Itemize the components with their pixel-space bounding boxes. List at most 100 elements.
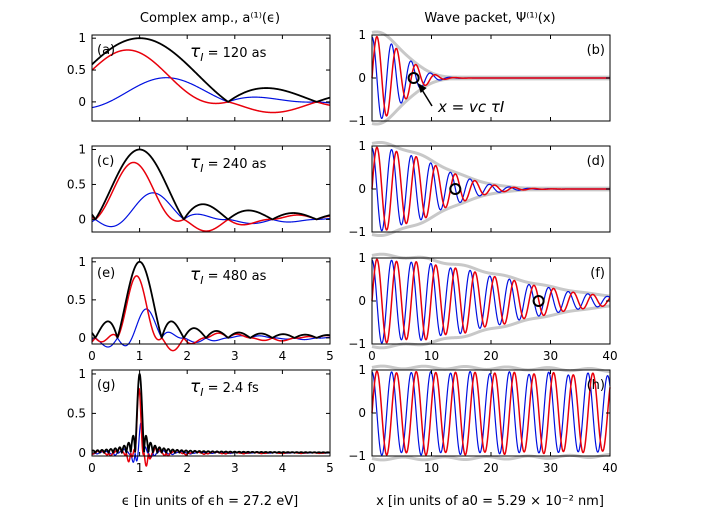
imag-wave-line: [371, 259, 611, 344]
annotation-arrow-head: [417, 83, 427, 93]
right-panel-frame: [371, 369, 611, 457]
x-tick-label: 40: [602, 461, 617, 475]
position-marker: [449, 183, 462, 195]
real-wave-line: [371, 35, 611, 117]
envelope-upper-line: [370, 140, 612, 190]
x-tick-label: 5: [326, 461, 334, 475]
right-column-title: Wave packet, Ψ⁽¹⁾(x): [424, 11, 555, 26]
envelope-line: [91, 373, 331, 454]
y-tick-label: 1: [358, 28, 366, 42]
right-panel-h: 10−10 10 20 30 40(h): [348, 363, 617, 475]
panel-label: (h): [587, 378, 605, 393]
x-tick-label: 2: [183, 349, 191, 363]
panel-label: (a): [97, 43, 115, 58]
y-tick-label: 0.5: [67, 406, 86, 420]
right-panel-frame: [371, 257, 611, 345]
envelope-upper-line: [370, 30, 612, 79]
x-tick-label: 3: [231, 349, 239, 363]
y-tick-label: 1: [78, 31, 86, 45]
x-tick-label: 4: [279, 461, 287, 475]
real-part-line: [91, 49, 331, 114]
envelope-lower-line: [370, 452, 612, 462]
x-tick-label: 20: [483, 461, 498, 475]
imag-part-line: [91, 77, 331, 109]
y-tick-label: 0: [78, 331, 86, 345]
y-tick-label: 0: [78, 212, 86, 226]
left-panel-a: 1 0.5 0 (a): [67, 31, 331, 122]
y-tick-label: 0.5: [67, 293, 86, 307]
x-tick-label: 10: [424, 461, 439, 475]
panel-label: (f): [590, 266, 605, 281]
left-panel-frame: [91, 34, 331, 122]
envelope-line: [91, 148, 331, 221]
tau-label: τI = 2.4 fs: [190, 377, 259, 399]
x-tick-label: 0: [88, 461, 96, 475]
x-tick-label: 30: [543, 349, 558, 363]
x-tick-label: 0: [88, 349, 96, 363]
x-tick-label: 1: [136, 461, 144, 475]
x-tick-label: 5: [326, 349, 334, 363]
y-tick-label: 1: [78, 367, 86, 381]
imag-wave-line: [371, 370, 611, 456]
x-tick-label: 40: [602, 349, 617, 363]
x-tick-label: 2: [183, 461, 191, 475]
y-tick-label: 0: [78, 446, 86, 460]
x-tick-label: 0: [368, 349, 376, 363]
y-tick-label: −1: [348, 337, 366, 351]
right-panel-f: 10−10 10 20 30 40(f): [348, 251, 617, 363]
x-tick-label: 1: [136, 349, 144, 363]
real-wave-line: [371, 258, 611, 344]
y-tick-label: 1: [358, 251, 366, 265]
y-tick-label: 0.5: [67, 63, 86, 77]
panel-label: (g): [97, 378, 115, 393]
y-tick-label: 0: [358, 71, 366, 85]
real-part-line: [91, 387, 331, 467]
y-tick-label: −1: [348, 449, 366, 463]
panel-label: (e): [97, 266, 115, 281]
left-panel-e: 1 0.5 00 1 2 3 4 5 (e): [67, 255, 334, 363]
y-tick-label: 1: [78, 255, 86, 269]
x-tick-label: 20: [483, 349, 498, 363]
left-x-axis-label: ϵ [in units of ϵh = 27.2 eV]: [122, 494, 298, 509]
real-part-line: [91, 161, 331, 232]
right-panel-b: 1 0 −1 (b): [348, 28, 612, 128]
y-tick-label: 0: [358, 406, 366, 420]
tau-label: τI = 120 as: [190, 42, 267, 64]
envelope-line: [91, 37, 331, 103]
y-tick-label: 1: [358, 363, 366, 377]
position-marker: [407, 72, 420, 84]
x-tick-label: 3: [231, 461, 239, 475]
annotation-velocity-label: x = vc τI: [437, 98, 505, 116]
y-tick-label: 1: [358, 139, 366, 153]
real-part-line: [91, 275, 331, 352]
tau-label: τI = 480 as: [190, 265, 267, 287]
left-panel-frame: [91, 257, 331, 345]
y-tick-label: 0: [78, 95, 86, 109]
left-column-title: Complex amp., a⁽¹⁾(ϵ): [140, 11, 280, 26]
envelope-line: [91, 260, 331, 339]
y-tick-label: −1: [348, 114, 366, 128]
y-tick-label: −1: [348, 225, 366, 239]
panel-label: (b): [587, 43, 605, 58]
x-tick-label: 10: [424, 349, 439, 363]
right-x-axis-label: x [in units of a0 = 5.29 × 10⁻² nm]: [376, 494, 604, 509]
panel-label: (c): [97, 154, 114, 169]
imag-part-line: [91, 192, 331, 228]
x-tick-label: 30: [543, 461, 558, 475]
imag-part-line: [91, 308, 331, 348]
x-tick-label: 0: [368, 461, 376, 475]
panel-label: (d): [587, 154, 605, 169]
real-wave-line: [371, 370, 611, 456]
y-tick-label: 0.5: [67, 177, 86, 191]
envelope-lower-line: [370, 188, 612, 238]
right-panel-d: 1 0 −1 (d): [348, 139, 612, 239]
tau-label: τI = 240 as: [190, 153, 267, 175]
envelope-lower-line: [370, 77, 612, 126]
y-tick-label: 0: [358, 294, 366, 308]
position-marker: [532, 295, 545, 307]
left-panel-g: 1 0.5 00 1 2 3 4 5 (g): [67, 367, 334, 475]
left-panel-c: 1 0.5 0 (c): [67, 142, 331, 233]
envelope-upper-line: [370, 364, 612, 374]
